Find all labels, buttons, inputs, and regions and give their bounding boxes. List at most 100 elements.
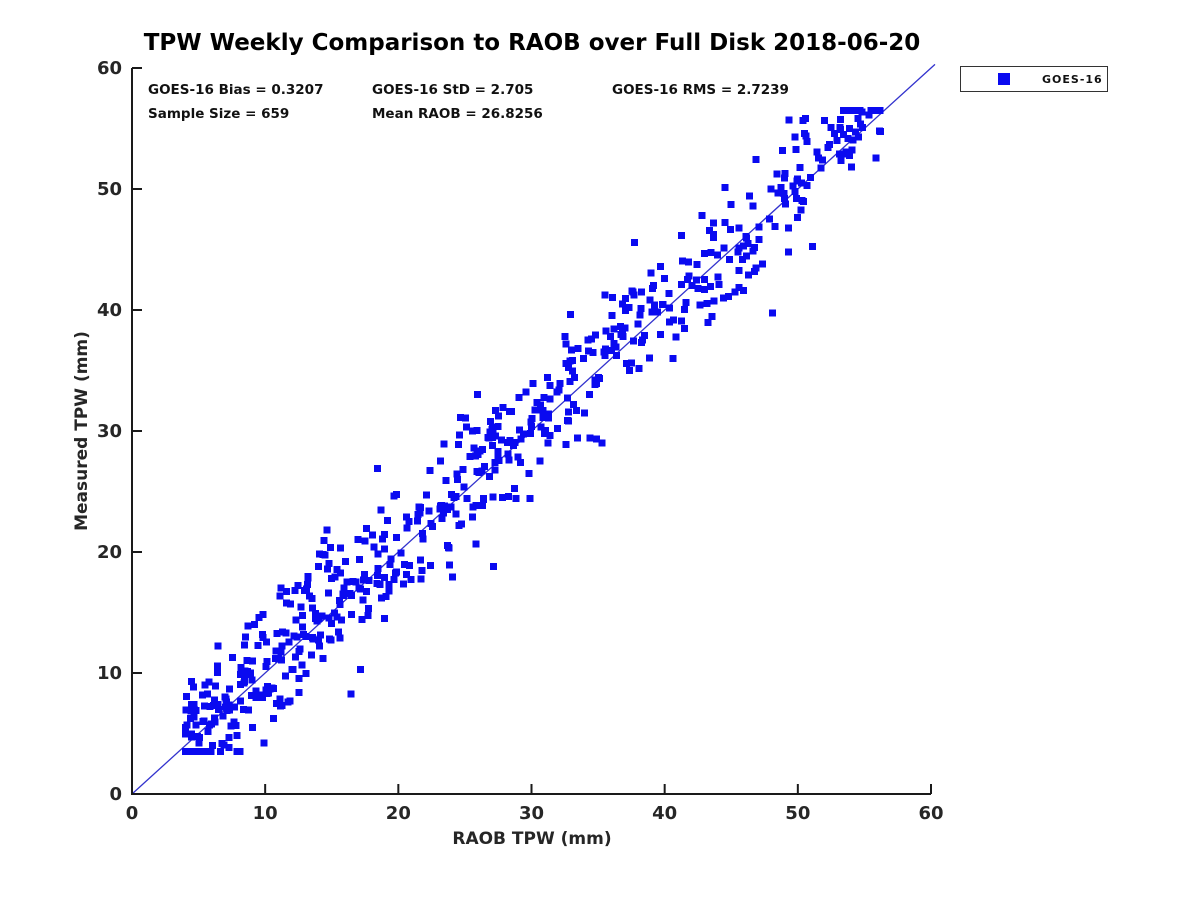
scatter-point	[459, 466, 467, 473]
x-tick-label: 20	[386, 803, 411, 824]
scatter-point	[220, 741, 228, 749]
scatter-point	[320, 537, 328, 544]
scatter-point	[252, 694, 260, 701]
scatter-point	[749, 202, 757, 210]
scatter-point	[338, 616, 346, 624]
scatter-point	[553, 424, 561, 432]
scatter-point	[515, 426, 523, 434]
legend: GOES-16	[960, 66, 1108, 92]
scatter-point	[670, 316, 678, 324]
scatter-point	[773, 170, 781, 178]
scatter-point	[539, 414, 547, 422]
scatter-point	[347, 690, 355, 698]
scatter-point	[437, 457, 445, 465]
scatter-point	[277, 648, 285, 656]
scatter-point	[418, 566, 426, 574]
scatter-point	[325, 614, 333, 622]
scatter-point	[556, 379, 564, 387]
scatter-point	[539, 406, 547, 414]
scatter-point	[497, 436, 505, 444]
scatter-point	[472, 540, 480, 548]
scatter-point	[528, 415, 536, 422]
scatter-point	[846, 124, 854, 132]
scatter-point	[342, 558, 350, 565]
scatter-point	[646, 354, 653, 362]
scatter-point	[364, 605, 372, 612]
scatter-point	[330, 609, 338, 617]
scatter-point	[202, 748, 210, 756]
scatter-point	[504, 438, 511, 446]
scatter-point	[381, 615, 389, 622]
scatter-point	[386, 560, 394, 568]
scatter-point	[608, 311, 616, 319]
scatter-point	[520, 430, 528, 438]
scatter-point	[488, 442, 496, 450]
scatter-point	[618, 300, 626, 308]
scatter-point	[400, 580, 407, 588]
scatter-point	[579, 355, 587, 363]
scatter-point	[324, 565, 332, 573]
scatter-point	[836, 116, 844, 124]
scatter-point	[735, 244, 743, 252]
scatter-point	[296, 645, 304, 653]
stat-mean-raob: Mean RAOB = 26.8256	[372, 106, 543, 122]
scatter-point	[183, 721, 191, 729]
scatter-point	[374, 572, 382, 580]
scatter-point	[621, 295, 629, 302]
scatter-point	[606, 333, 614, 341]
scatter-point	[837, 157, 845, 164]
scatter-point	[725, 255, 733, 263]
scatter-point	[526, 429, 534, 437]
scatter-point	[417, 575, 425, 583]
scatter-point	[469, 513, 477, 521]
scatter-point	[259, 631, 267, 639]
scatter-point	[809, 243, 816, 251]
scatter-point	[243, 671, 251, 679]
scatter-point	[527, 418, 535, 426]
scatter-point	[343, 578, 351, 586]
scatter-point	[405, 561, 413, 569]
scatter-point	[295, 674, 303, 682]
scatter-point	[384, 516, 392, 524]
scatter-point	[781, 195, 789, 203]
scatter-point	[685, 258, 693, 266]
scatter-point	[309, 604, 317, 612]
scatter-point	[706, 283, 714, 290]
scatter-point	[373, 579, 381, 587]
scatter-point	[236, 681, 244, 689]
scatter-point	[214, 642, 222, 650]
scatter-point	[734, 248, 742, 256]
scatter-point	[735, 267, 743, 275]
scatter-point	[361, 537, 369, 545]
scatter-point	[499, 494, 507, 502]
scatter-point	[219, 712, 227, 720]
scatter-point	[251, 621, 258, 629]
scatter-point	[364, 612, 372, 620]
scatter-point	[774, 189, 782, 197]
scatter-point	[390, 576, 398, 583]
scatter-point	[241, 641, 249, 649]
scatter-point	[755, 223, 763, 231]
scatter-point	[359, 596, 367, 604]
scatter-point	[681, 306, 688, 314]
x-tick-label: 10	[253, 803, 278, 824]
scatter-point	[387, 555, 395, 563]
scatter-point	[769, 309, 777, 317]
scatter-point	[563, 394, 571, 402]
scatter-point	[561, 332, 569, 340]
scatter-point	[744, 271, 752, 279]
y-tick-label: 20	[97, 542, 122, 563]
scatter-point	[635, 365, 643, 372]
scatter-point	[369, 531, 376, 539]
scatter-point	[348, 591, 356, 599]
scatter-point	[455, 440, 463, 448]
scatter-point	[785, 116, 793, 124]
scatter-point	[553, 388, 561, 396]
scatter-point	[436, 502, 444, 510]
scatter-point	[473, 427, 481, 435]
scatter-point	[272, 647, 280, 655]
scatter-point	[277, 584, 285, 592]
scatter-point	[694, 285, 702, 293]
scatter-point	[270, 714, 278, 722]
scatter-point	[767, 185, 775, 193]
